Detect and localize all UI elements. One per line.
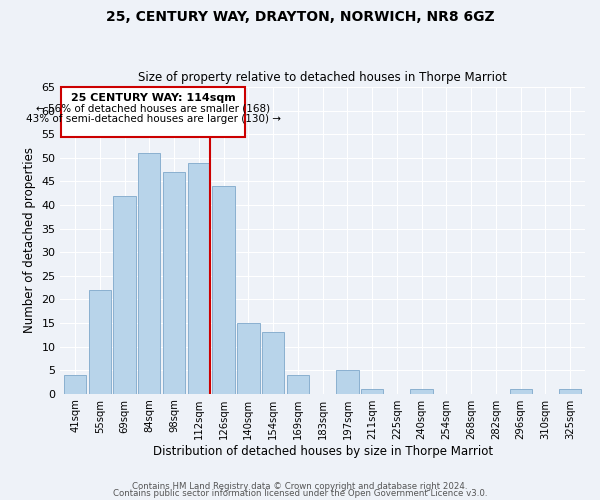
Bar	[336, 370, 359, 394]
Bar	[138, 153, 160, 394]
Text: 43% of semi-detached houses are larger (130) →: 43% of semi-detached houses are larger (…	[26, 114, 281, 124]
Bar	[113, 196, 136, 394]
Text: 25, CENTURY WAY, DRAYTON, NORWICH, NR8 6GZ: 25, CENTURY WAY, DRAYTON, NORWICH, NR8 6…	[106, 10, 494, 24]
Bar	[237, 323, 260, 394]
Title: Size of property relative to detached houses in Thorpe Marriot: Size of property relative to detached ho…	[138, 72, 507, 85]
Bar	[410, 389, 433, 394]
X-axis label: Distribution of detached houses by size in Thorpe Marriot: Distribution of detached houses by size …	[152, 444, 493, 458]
Bar	[559, 389, 581, 394]
Text: Contains public sector information licensed under the Open Government Licence v3: Contains public sector information licen…	[113, 489, 487, 498]
Text: Contains HM Land Registry data © Crown copyright and database right 2024.: Contains HM Land Registry data © Crown c…	[132, 482, 468, 491]
Text: 25 CENTURY WAY: 114sqm: 25 CENTURY WAY: 114sqm	[71, 92, 235, 102]
Text: ← 56% of detached houses are smaller (168): ← 56% of detached houses are smaller (16…	[36, 104, 270, 114]
Bar	[509, 389, 532, 394]
Bar	[262, 332, 284, 394]
Bar	[89, 290, 111, 394]
Bar	[361, 389, 383, 394]
FancyBboxPatch shape	[61, 87, 245, 136]
Bar	[64, 375, 86, 394]
Bar	[287, 375, 309, 394]
Bar	[163, 172, 185, 394]
Bar	[188, 162, 210, 394]
Y-axis label: Number of detached properties: Number of detached properties	[23, 148, 36, 334]
Bar	[212, 186, 235, 394]
